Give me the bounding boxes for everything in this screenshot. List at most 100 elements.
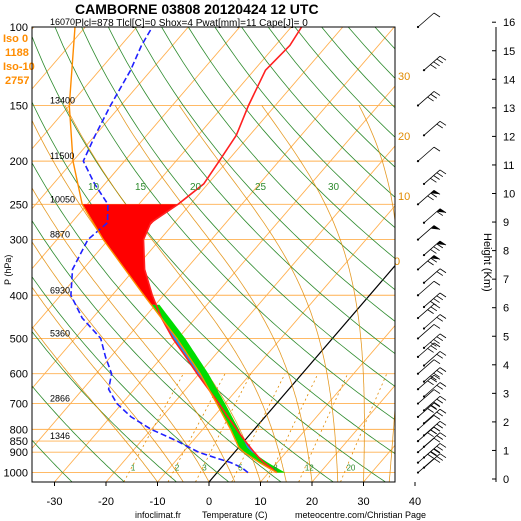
pressure-tick-label: 100	[10, 22, 28, 34]
wind-barb-base	[416, 440, 420, 443]
wind-barb-feather	[430, 341, 437, 347]
dry-adiabat	[32, 220, 282, 482]
wind-barb-feather	[433, 458, 441, 463]
wind-barb-feather	[439, 55, 447, 61]
zero-isotherm	[208, 264, 395, 482]
geopotential-label: 5360	[50, 328, 70, 338]
wind-barb	[422, 208, 447, 224]
wind-barb-feather	[433, 448, 440, 454]
mixing-ratio-label: 5	[238, 464, 243, 473]
wind-barb	[416, 146, 441, 163]
wind-barb-staff	[417, 225, 435, 240]
wind-barb-staff	[417, 374, 435, 390]
dry-adiabat	[187, 27, 395, 260]
wind-barb-feather	[439, 169, 447, 175]
geopotential-label: 6930	[50, 285, 70, 295]
dry-adiabat	[134, 27, 395, 322]
wind-barb	[422, 120, 447, 137]
wind-barb-feather	[430, 249, 437, 254]
height-tick-label: 5	[503, 331, 509, 343]
credit-right: meteocentre.com/Christian Page	[295, 510, 426, 520]
wind-barb-pennant	[431, 255, 440, 260]
dry-adiabat	[374, 27, 395, 50]
wind-barb-base	[422, 327, 426, 330]
wind-barb-base	[416, 337, 420, 340]
moist-adiabat-label: 30	[398, 71, 410, 83]
wind-barb-base	[416, 268, 420, 271]
chart-profiles	[68, 27, 303, 474]
temperature-tick-label: -30	[47, 496, 63, 508]
wind-barb-feather	[433, 246, 440, 252]
wind-barb	[422, 240, 447, 257]
isotherm-line	[32, 27, 395, 449]
moist-adiabat-label: 20	[398, 131, 410, 143]
pressure-tick-label: 700	[10, 399, 28, 411]
wind-barb	[416, 189, 441, 206]
wind-barb-feather	[439, 382, 447, 387]
wind-barb	[416, 402, 441, 418]
pressure-tick-label: 900	[10, 447, 28, 459]
wind-barb-staff	[423, 240, 441, 256]
pressure-tick-label: 600	[10, 369, 28, 381]
wind-barb-base	[416, 402, 420, 405]
height-tick-label: 15	[503, 46, 515, 58]
wind-barb-staff	[423, 314, 441, 329]
parcel-profile	[68, 27, 278, 474]
wind-barb-feather	[433, 448, 441, 453]
isotherm-line	[32, 27, 138, 150]
wind-barb-base	[416, 355, 420, 358]
wind-barb-feather	[430, 405, 438, 411]
wind-barb-feather	[430, 377, 438, 383]
mixing-ratio-label: 1	[131, 464, 136, 473]
wind-barb-feather	[433, 415, 441, 420]
wind-barb-staff	[417, 389, 435, 404]
geopotential-label: 8870	[50, 230, 70, 240]
height-tick-label: 9	[503, 217, 509, 229]
wind-barb-feather	[430, 429, 437, 435]
mixing-ratio-label: 2	[175, 464, 180, 473]
wind-barb-base	[422, 445, 426, 448]
wind-barb-staff	[417, 255, 435, 270]
wind-barb-feather	[439, 120, 447, 126]
plot-frame	[31, 26, 396, 483]
wind-barb-base	[416, 471, 420, 474]
dry-adiabat-label: 30	[328, 182, 340, 193]
wind-barb	[416, 324, 441, 340]
wind-barb-staff	[417, 12, 435, 28]
wind-barb-feather	[436, 435, 444, 440]
isotherm-line	[32, 27, 292, 330]
dry-adiabat	[107, 27, 395, 355]
wind-barb	[416, 415, 441, 431]
iso10-height: 2757	[5, 75, 29, 87]
height-tick-label: 4	[503, 360, 509, 372]
wind-barb-feather	[436, 353, 444, 359]
iso10-label: Iso-10	[3, 61, 35, 73]
temperature-tick-label: 40	[409, 496, 421, 508]
wind-barb-base	[422, 134, 426, 137]
pressure-tick-label: 400	[10, 290, 28, 302]
wind-barb-feather	[439, 351, 447, 356]
wind-barb-staff	[423, 408, 441, 424]
height-tick-label: 0	[503, 474, 509, 486]
mixing-ratio-label: 8	[273, 464, 278, 473]
dry-adiabat	[32, 385, 125, 482]
wind-barb-staff	[423, 432, 441, 448]
wind-barb-feather	[427, 348, 434, 353]
height-tick-label: 11	[503, 160, 514, 172]
pressure-tick-label: 800	[10, 424, 28, 436]
wind-barb-feather	[439, 314, 447, 319]
wind-barb	[416, 374, 441, 391]
wind-barb-base	[422, 380, 426, 383]
wind-barb-base	[422, 422, 426, 425]
wind-barb-staff	[423, 333, 441, 349]
isotherm-line	[32, 27, 189, 210]
dry-adiabat	[214, 27, 395, 229]
wind-barb	[422, 453, 447, 469]
moist-adiabat	[358, 105, 395, 482]
mixing-ratio-line	[123, 373, 184, 482]
wind-barb-feather	[430, 301, 437, 306]
wind-barb-feather	[430, 177, 437, 183]
wind-barb-staff	[417, 303, 435, 319]
chart-axes: 1001502002503004005006007008008509001000…	[4, 22, 422, 508]
